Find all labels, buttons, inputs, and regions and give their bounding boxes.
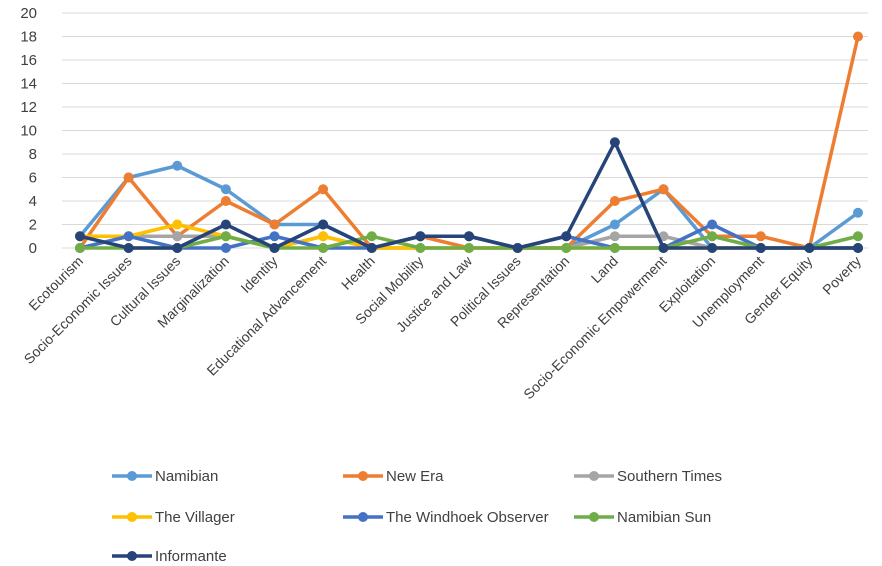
x-tick-label: Identity xyxy=(237,253,280,296)
data-point xyxy=(853,207,863,218)
y-tick-label: 12 xyxy=(20,99,37,116)
legend-label: Namibian Sun xyxy=(617,509,711,526)
data-point xyxy=(318,184,329,195)
data-point xyxy=(658,184,669,195)
data-point xyxy=(220,219,231,230)
legend-swatch-marker xyxy=(358,471,368,481)
legend-item: Namibian Sun xyxy=(574,509,711,526)
series-new-era xyxy=(75,31,863,253)
data-point xyxy=(318,231,329,242)
data-point xyxy=(853,243,863,253)
data-point xyxy=(804,243,815,253)
data-point xyxy=(464,243,474,253)
data-point xyxy=(464,231,474,242)
data-point xyxy=(415,243,426,253)
legend-swatch-marker xyxy=(127,512,137,522)
y-axis-ticks: 0 2 4 6 8 10 12 14 16 18 20 xyxy=(20,5,37,257)
legend-label: Informante xyxy=(155,548,227,565)
legend-item: Informante xyxy=(112,548,227,565)
legend-swatch-marker xyxy=(127,471,137,481)
legend-swatch-marker xyxy=(589,471,599,481)
y-tick-label: 20 xyxy=(20,5,37,22)
data-point xyxy=(172,160,183,171)
legend-swatch-marker xyxy=(358,512,368,522)
y-tick-label: 8 xyxy=(29,146,37,163)
x-tick-label: Land xyxy=(588,253,621,286)
legend-item: The Villager xyxy=(112,509,235,526)
data-point xyxy=(609,196,620,206)
y-tick-label: 14 xyxy=(20,76,37,93)
legend-swatch-marker xyxy=(589,512,599,522)
data-point xyxy=(318,243,329,253)
data-point xyxy=(609,219,620,230)
data-point xyxy=(123,231,134,242)
data-point xyxy=(220,243,231,253)
y-tick-label: 16 xyxy=(20,52,37,69)
data-point xyxy=(658,243,669,253)
series-line xyxy=(78,36,860,250)
series-lines xyxy=(75,31,863,253)
data-point xyxy=(123,243,134,253)
y-tick-label: 4 xyxy=(29,193,37,210)
y-tick-label: 6 xyxy=(29,170,37,187)
legend-label: Namibian xyxy=(155,468,218,485)
legend-item: Southern Times xyxy=(574,468,722,485)
y-tick-label: 2 xyxy=(29,217,37,234)
data-point xyxy=(123,172,134,183)
data-point xyxy=(707,219,718,230)
data-point xyxy=(269,243,280,253)
data-point xyxy=(853,231,863,242)
data-point xyxy=(269,231,280,242)
data-point xyxy=(707,231,718,242)
data-point xyxy=(707,243,718,253)
data-point xyxy=(366,231,377,242)
data-point xyxy=(609,137,620,148)
legend: Namibian New Era Southern Times The Village… xyxy=(112,468,722,565)
data-point xyxy=(853,31,863,42)
data-point xyxy=(366,243,377,253)
data-point xyxy=(75,231,85,242)
gridlines xyxy=(62,12,868,249)
legend-label: The Villager xyxy=(155,509,235,526)
data-point xyxy=(269,219,280,230)
data-point xyxy=(220,231,231,242)
x-tick-label: Poverty xyxy=(819,253,864,298)
data-point xyxy=(561,231,572,242)
data-point xyxy=(561,243,572,253)
series-informante xyxy=(75,137,863,253)
data-point xyxy=(75,243,85,253)
legend-label: The Windhoek Observer xyxy=(386,509,549,526)
legend-item: The Windhoek Observer xyxy=(343,509,549,526)
data-point xyxy=(415,231,426,242)
legend-item: Namibian xyxy=(112,468,218,485)
legend-item: New Era xyxy=(343,468,444,485)
data-point xyxy=(172,219,183,230)
data-point xyxy=(172,243,183,253)
y-tick-label: 10 xyxy=(20,123,37,140)
x-tick-label: Health xyxy=(338,253,378,293)
data-point xyxy=(755,243,766,253)
data-point xyxy=(609,231,620,242)
data-point xyxy=(172,231,183,242)
data-point xyxy=(220,196,231,206)
data-point xyxy=(609,243,620,253)
legend-label: Southern Times xyxy=(617,468,722,485)
data-point xyxy=(512,243,523,253)
y-tick-label: 0 xyxy=(29,240,37,257)
legend-label: New Era xyxy=(386,468,444,485)
data-point xyxy=(755,231,766,242)
y-tick-label: 18 xyxy=(20,29,37,46)
legend-swatch-marker xyxy=(127,551,137,561)
data-point xyxy=(220,184,231,195)
data-point xyxy=(318,219,329,230)
